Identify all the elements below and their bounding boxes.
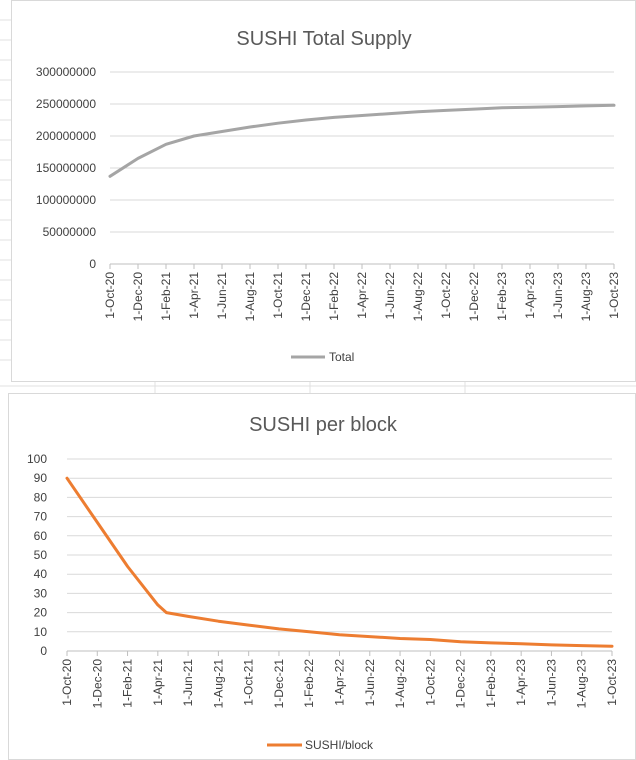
series-lines xyxy=(108,103,616,178)
total-supply-plot: SUSHI Total Supply 0 50000000 100000000 150… xyxy=(36,28,621,364)
y-tick-label: 150000000 xyxy=(36,161,96,175)
series-line xyxy=(65,476,614,648)
y-tick-label: 50000000 xyxy=(43,225,97,239)
x-tick-label: 1-Oct-20 xyxy=(103,272,117,319)
y-tick-label: 80 xyxy=(34,490,48,504)
x-tick-label: 1-Dec-22 xyxy=(467,272,481,322)
x-tick-label: 1-Feb-21 xyxy=(121,659,135,708)
y-tick-label: 0 xyxy=(40,644,47,658)
sushi-per-block-plot: SUSHI per block 0 10 20 30 40 50 60 70 80 90 100 1… xyxy=(27,414,619,752)
y-tick-label: 70 xyxy=(34,510,48,524)
x-tick-label: 1-Dec-20 xyxy=(90,659,104,709)
y-tick-label: 40 xyxy=(34,567,48,581)
x-tick-label: 1-Apr-23 xyxy=(514,659,528,706)
y-tick-label: 90 xyxy=(34,471,48,485)
gridlines xyxy=(110,71,614,265)
y-tick-label: 50 xyxy=(34,548,48,562)
x-tick-label: 1-Feb-23 xyxy=(495,272,509,321)
y-axis-ticks: 0 50000000 100000000 150000000 200000000 2500… xyxy=(36,65,96,271)
x-axis-ticks: 1-Oct-20 1-Dec-20 1-Feb-21 1-Apr-21 1-Jun-21… xyxy=(103,264,621,321)
y-tick-label: 250000000 xyxy=(36,97,96,111)
legend[interactable]: Total xyxy=(291,350,354,364)
x-tick-label: 1-Oct-23 xyxy=(607,272,621,319)
chart-title: SUSHI Total Supply xyxy=(236,28,411,50)
x-tick-label: 1-Feb-23 xyxy=(484,659,498,708)
legend-label-total: Total xyxy=(329,350,354,364)
x-tick-label: 1-Dec-22 xyxy=(454,659,468,709)
x-tick-label: 1-Jun-22 xyxy=(363,659,377,707)
chart-title: SUSHI per block xyxy=(249,414,398,436)
y-tick-label: 20 xyxy=(34,606,48,620)
legend-label-sushi-block: SUSHI/block xyxy=(305,738,374,752)
legend[interactable]: SUSHI/block xyxy=(267,738,374,752)
y-tick-label: 100000000 xyxy=(36,193,96,207)
y-tick-label: 300000000 xyxy=(36,65,96,79)
y-tick-label: 100 xyxy=(27,452,47,466)
x-tick-label: 1-Jun-21 xyxy=(215,272,229,320)
series-lines xyxy=(65,476,614,648)
x-tick-label: 1-Feb-22 xyxy=(327,272,341,321)
x-tick-label: 1-Apr-21 xyxy=(187,272,201,319)
gridlines xyxy=(67,458,612,652)
x-tick-label: 1-Dec-21 xyxy=(272,659,286,709)
x-tick-label: 1-Jun-22 xyxy=(383,272,397,320)
x-tick-label: 1-Feb-22 xyxy=(302,659,316,708)
x-tick-label: 1-Oct-22 xyxy=(423,659,437,706)
series-line xyxy=(108,103,616,178)
sushi-per-block-chart[interactable]: SUSHI per block 0 10 20 30 40 50 60 70 80 90 100 1… xyxy=(8,393,636,760)
x-tick-label: 1-Oct-20 xyxy=(60,659,74,706)
y-axis-ticks: 0 10 20 30 40 50 60 70 80 90 100 xyxy=(27,452,47,658)
x-tick-label: 1-Aug-22 xyxy=(411,272,425,322)
x-tick-label: 1-Jun-21 xyxy=(181,659,195,707)
y-tick-label: 10 xyxy=(34,625,48,639)
x-tick-label: 1-Apr-22 xyxy=(355,272,369,319)
x-tick-label: 1-Jun-23 xyxy=(544,659,558,707)
x-tick-label: 1-Dec-21 xyxy=(299,272,313,322)
x-tick-label: 1-Aug-23 xyxy=(579,272,593,322)
x-tick-label: 1-Aug-23 xyxy=(575,659,589,709)
x-tick-label: 1-Apr-22 xyxy=(333,659,347,706)
x-tick-label: 1-Oct-23 xyxy=(605,659,619,706)
x-tick-label: 1-Aug-22 xyxy=(393,659,407,709)
y-tick-label: 30 xyxy=(34,586,48,600)
y-tick-label: 0 xyxy=(89,257,96,271)
x-tick-label: 1-Apr-21 xyxy=(151,659,165,706)
x-tick-label: 1-Feb-21 xyxy=(159,272,173,321)
x-tick-label: 1-Oct-21 xyxy=(271,272,285,319)
x-tick-label: 1-Aug-21 xyxy=(211,659,225,709)
x-tick-label: 1-Jun-23 xyxy=(551,272,565,320)
x-tick-label: 1-Oct-21 xyxy=(242,659,256,706)
x-tick-label: 1-Dec-20 xyxy=(131,272,145,322)
total-supply-chart[interactable]: SUSHI Total Supply 0 50000000 100000000 150… xyxy=(11,0,636,382)
y-tick-label: 60 xyxy=(34,529,48,543)
x-tick-label: 1-Oct-22 xyxy=(439,272,453,319)
x-axis-ticks: 1-Oct-20 1-Dec-20 1-Feb-21 1-Apr-21 1-Jun-21… xyxy=(60,651,619,708)
y-tick-label: 200000000 xyxy=(36,129,96,143)
x-tick-label: 1-Aug-21 xyxy=(243,272,257,322)
x-tick-label: 1-Apr-23 xyxy=(523,272,537,319)
